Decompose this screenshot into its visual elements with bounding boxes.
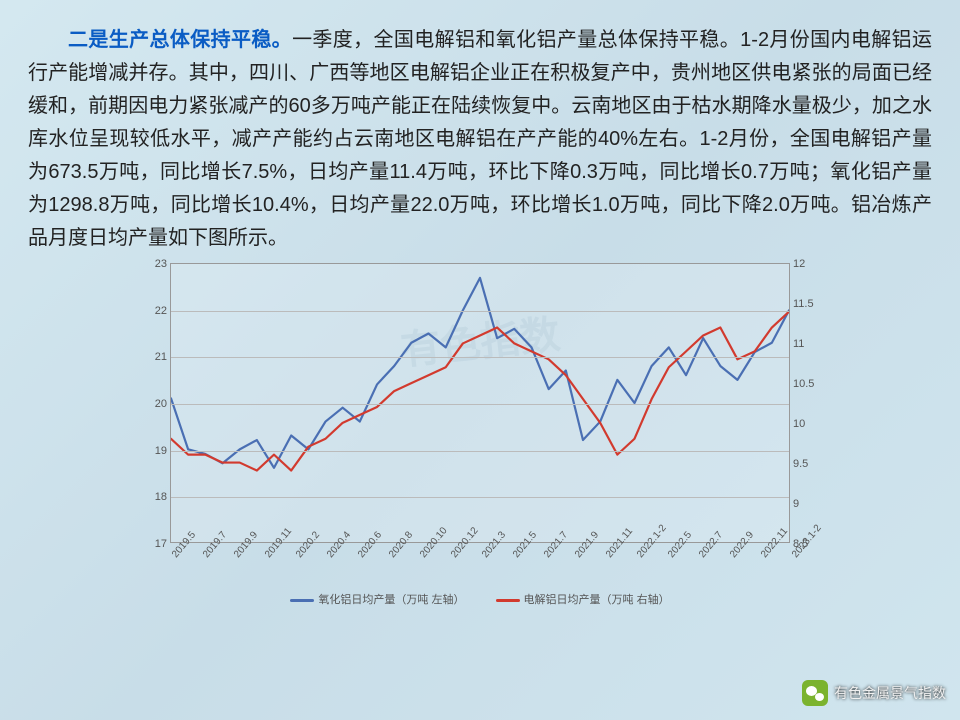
legend-swatch-alumina [290,599,314,602]
y-right-tick: 11.5 [793,298,819,310]
legend-label-aluminum: 电解铝日均产量（万吨 右轴） [524,594,670,606]
y-right-tick: 12 [793,258,819,270]
chart-legend: 氧化铝日均产量（万吨 左轴） 电解铝日均产量（万吨 右轴） [140,591,820,607]
y-left-tick: 22 [143,305,167,317]
gridline [171,404,789,405]
y-left-tick: 19 [143,445,167,457]
gridline [171,311,789,312]
legend-swatch-aluminum [496,599,520,602]
chart-container: 171819202122238.599.51010.51111.512 2019… [140,263,820,607]
chart-plot-area: 171819202122238.599.51010.51111.512 [170,263,790,543]
gridline [171,497,789,498]
chart-svg [171,264,789,542]
legend-item-alumina: 氧化铝日均产量（万吨 左轴） [290,591,464,607]
y-right-tick: 9.5 [793,458,819,470]
paragraph-lead: 二是生产总体保持平稳。 [28,29,292,51]
wechat-icon [802,680,828,706]
y-right-tick: 10.5 [793,378,819,390]
y-left-tick: 20 [143,398,167,410]
y-right-tick: 9 [793,498,819,510]
gridline [171,357,789,358]
legend-item-aluminum: 电解铝日均产量（万吨 右轴） [496,591,670,607]
paragraph-body: 一季度，全国电解铝和氧化铝产量总体保持平稳。1-2月份国内电解铝运行产能增减并存… [28,29,932,249]
y-left-tick: 23 [143,258,167,270]
main-paragraph: 二是生产总体保持平稳。一季度，全国电解铝和氧化铝产量总体保持平稳。1-2月份国内… [28,24,932,255]
gridline [171,451,789,452]
y-right-tick: 11 [793,338,819,350]
legend-label-alumina: 氧化铝日均产量（万吨 左轴） [318,594,464,606]
wechat-handle: 有色金属景气指数 [834,683,946,703]
y-left-tick: 17 [143,538,167,550]
y-left-tick: 21 [143,351,167,363]
y-left-tick: 18 [143,491,167,503]
y-right-tick: 10 [793,418,819,430]
chart-x-axis: 2019.52019.72019.92019.112020.22020.4202… [170,545,790,589]
wechat-badge: 有色金属景气指数 [802,680,946,706]
series-line-1 [171,312,789,471]
document-page: 二是生产总体保持平稳。一季度，全国电解铝和氧化铝产量总体保持平稳。1-2月份国内… [0,0,960,617]
series-line-0 [171,278,789,468]
